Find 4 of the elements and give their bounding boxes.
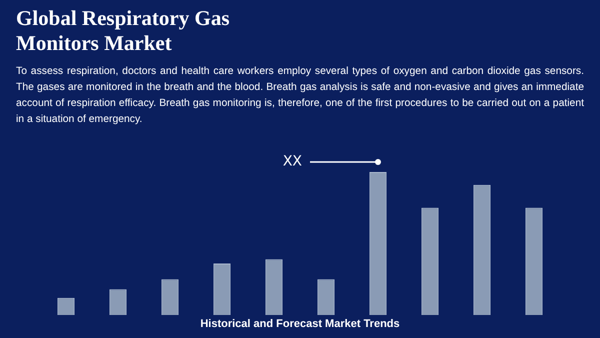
chart-subtitle: To assess respiration, doctors and health care workers employ several types of oxygen and carbon dioxide gas sensors. The gases are monitored in the breath and the blood. Breath gas analysis is safe and non-evasive and gives an immediate account of respiration efficacy. Breath gas monitoring is, therefore, one of the first procedures to be carried out on a patient in a situation of emergency. [16,65,584,127]
x-axis-title: Historical and Forecast Market Trends [199,318,401,330]
chart-title: Global Respiratory Gas Monitors Market [16,6,230,56]
text: XX [282,154,302,170]
